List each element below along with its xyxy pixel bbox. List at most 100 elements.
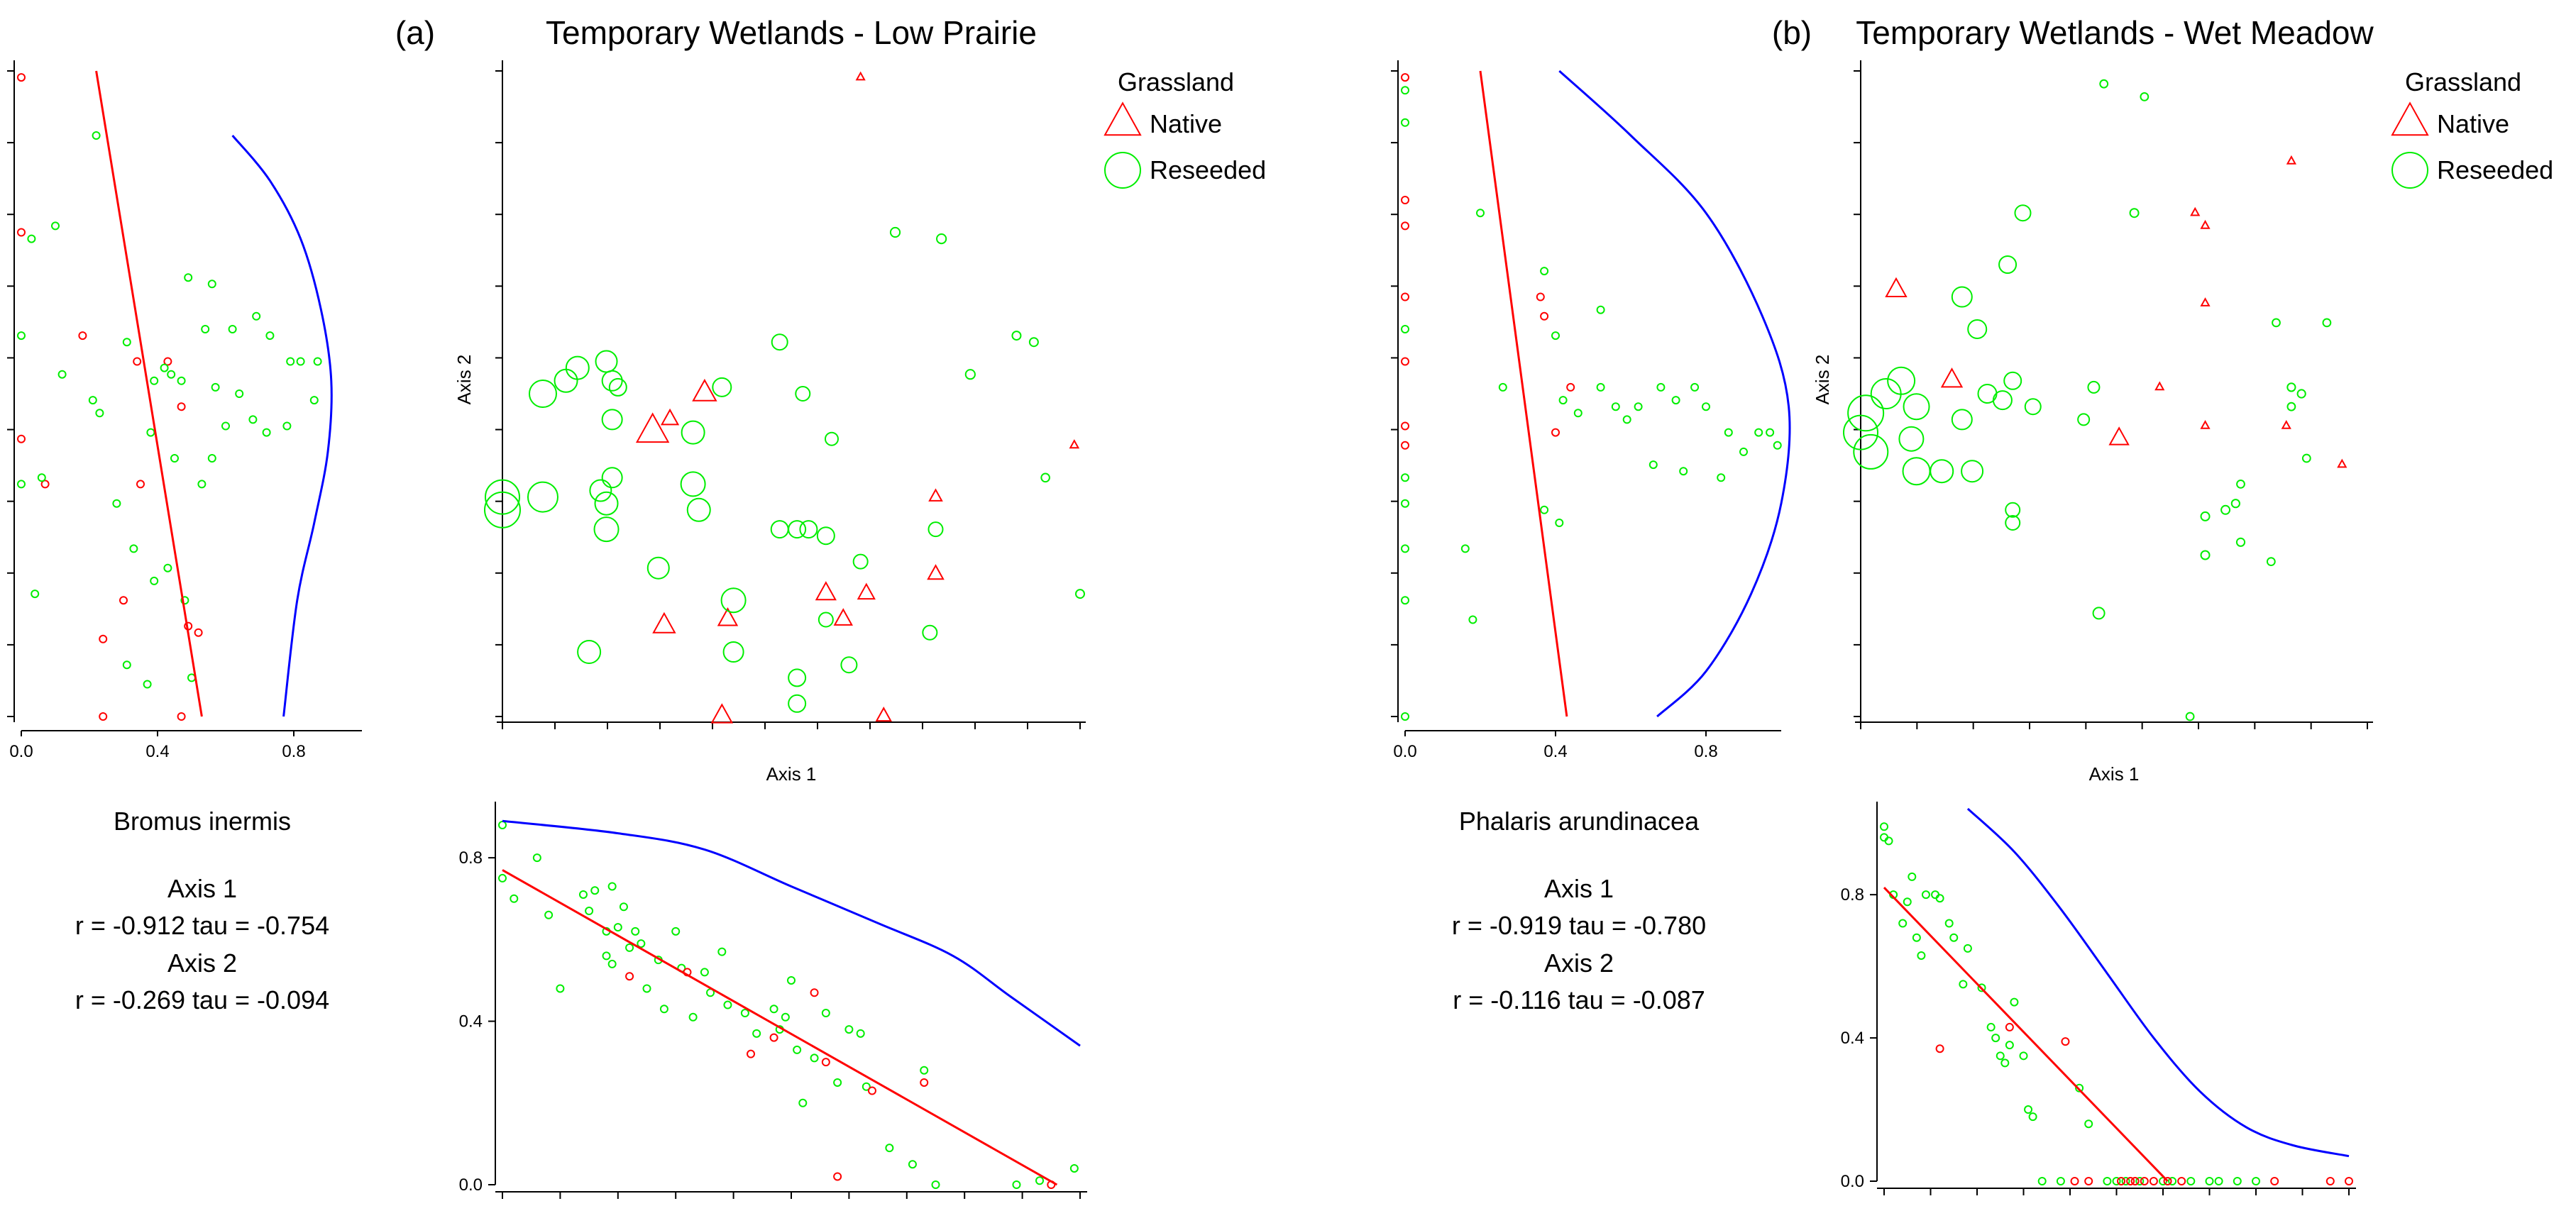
reseeded-point [2286, 402, 2296, 411]
legend-marker-native [1103, 101, 1142, 136]
reseeded-point [788, 520, 807, 539]
reseeded-point [1967, 319, 1988, 339]
stats-axis-label: Axis 2 [1544, 948, 1614, 978]
native-point [1401, 73, 1409, 82]
reseeded-point [92, 131, 101, 140]
reseeded-point [262, 428, 271, 437]
native-point [652, 612, 676, 634]
reseeded-point [2272, 318, 2281, 328]
native-point [17, 73, 26, 82]
reseeded-point [1634, 402, 1643, 411]
reseeded-point [2168, 1177, 2177, 1185]
reseeded-point [2019, 1051, 2028, 1061]
reseeded-point [2037, 1177, 2047, 1185]
stats-values: r = -0.919 tau = -0.780 [1452, 911, 1706, 940]
reseeded-point [1903, 897, 1912, 907]
native-point [177, 402, 186, 411]
species-name: Phalaris arundinacea [1459, 807, 1700, 836]
reseeded-point [2077, 413, 2091, 426]
reseeded-point [908, 1160, 917, 1169]
reseeded-point [844, 1025, 854, 1034]
reseeded-point [2087, 380, 2101, 394]
reseeded-point [607, 882, 617, 891]
reseeded-point [594, 491, 619, 516]
reseeded-point [1961, 460, 1984, 483]
native-point [2177, 1177, 2186, 1185]
native-point [2130, 1177, 2140, 1185]
stats-values: r = -0.912 tau = -0.754 [75, 911, 329, 940]
reseeded-point [1040, 472, 1050, 483]
reseeded-point [1773, 441, 1782, 450]
reseeded-point [286, 357, 295, 366]
reseeded-point [2296, 389, 2306, 399]
reseeded-point [1963, 944, 1972, 953]
native-point [692, 378, 717, 402]
reseeded-point [498, 873, 507, 883]
reseeded-point [840, 656, 858, 674]
reseeded-point [964, 369, 976, 380]
native-point [747, 1049, 756, 1058]
reseeded-point [31, 590, 40, 599]
reseeded-point [1011, 331, 1022, 341]
reseeded-point [680, 471, 706, 497]
reseeded-point [498, 821, 507, 830]
reseeded-point [781, 1012, 790, 1022]
native-point [2200, 219, 2211, 229]
reseeded-point [1558, 396, 1568, 405]
reseeded-point [1555, 519, 1564, 527]
reseeded-point [2075, 1083, 2084, 1092]
native-point [1940, 367, 1964, 388]
reseeded-point [798, 1098, 808, 1107]
reseeded-point [824, 431, 839, 446]
native-point [1401, 357, 1409, 366]
reseeded-point [1959, 980, 1968, 989]
native-point [194, 628, 203, 637]
reseeded-point [2322, 318, 2332, 328]
reseeded-point [1596, 305, 1605, 314]
species-name: Bromus inermis [114, 807, 291, 836]
reseeded-point [1903, 393, 1930, 421]
reseeded-point [862, 1082, 871, 1091]
reseeded-point [856, 1029, 865, 1038]
reseeded-point [1401, 325, 1409, 333]
reseeded-point [686, 497, 711, 522]
native-point [769, 1033, 778, 1042]
reseeded-point [722, 641, 744, 663]
reseeded-point [228, 325, 237, 333]
reseeded-point [2005, 502, 2021, 518]
reseeded-point [752, 1029, 761, 1038]
reseeded-point [129, 544, 138, 553]
reseeded-point [95, 409, 104, 418]
reseeded-point [1401, 596, 1409, 605]
reseeded-point [2121, 1177, 2130, 1185]
stats-values: r = -0.116 tau = -0.087 [1453, 985, 1705, 1014]
smooth-fit-curve [1558, 70, 1791, 718]
reseeded-point [717, 947, 727, 956]
reseeded-point [150, 376, 159, 385]
reseeded-point [2140, 92, 2150, 101]
legend-title: Grassland [1118, 67, 1234, 96]
native-point [2325, 1177, 2335, 1185]
native-point [1540, 311, 1549, 321]
reseeded-point [889, 226, 901, 238]
reseeded-point [700, 968, 709, 977]
native-point [1935, 1044, 1944, 1053]
reseeded-point [1468, 615, 1477, 624]
native-point [855, 71, 866, 81]
bottom-y-tick-label: 0.4 [1841, 1029, 1864, 1048]
reseeded-point [585, 907, 594, 916]
reseeded-point [1401, 86, 1409, 95]
reseeded-point [1401, 499, 1409, 508]
linear-fit-line [1883, 887, 2169, 1183]
reseeded-point [143, 680, 152, 689]
native-point [1401, 221, 1409, 231]
reseeded-point [1921, 890, 1930, 900]
reseeded-point [770, 520, 789, 539]
reseeded-point [1766, 428, 1775, 437]
reseeded-point [1573, 409, 1583, 418]
reseeded-point [1949, 933, 1959, 942]
reseeded-point [2084, 1119, 2093, 1129]
panel-letter: (b) [1772, 14, 1812, 51]
reseeded-point [207, 454, 216, 463]
